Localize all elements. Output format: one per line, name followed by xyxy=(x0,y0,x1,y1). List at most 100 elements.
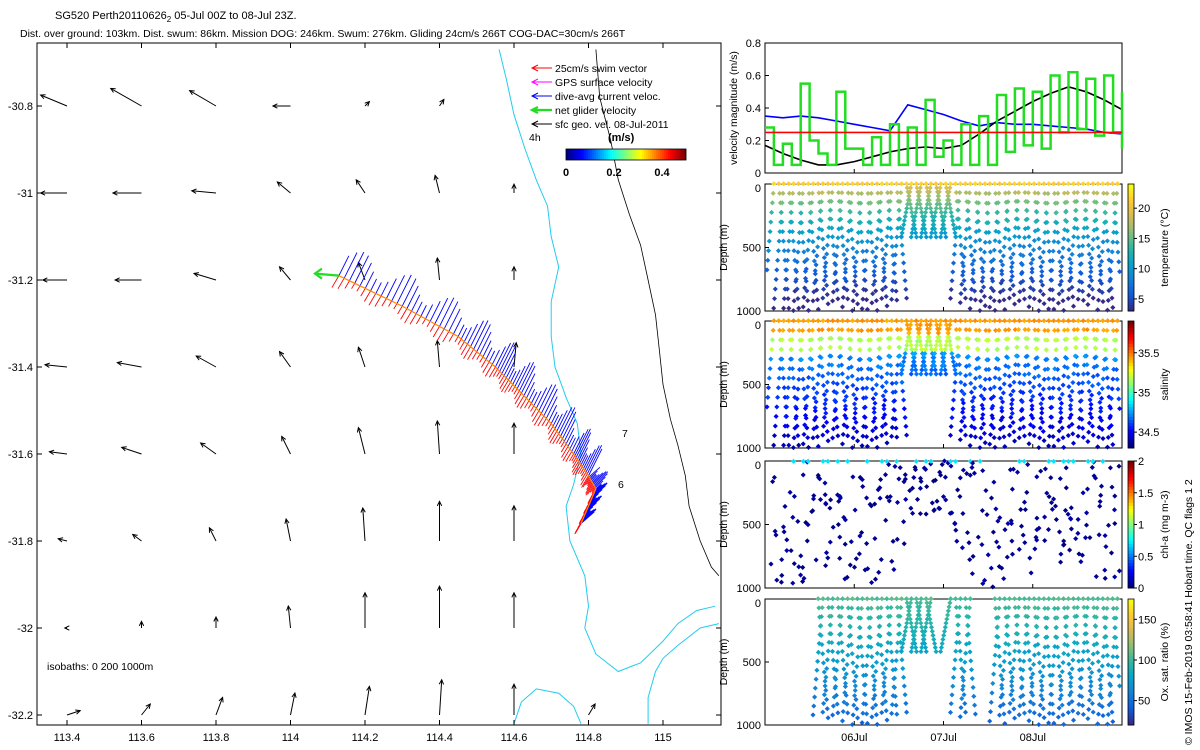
temperature-point xyxy=(955,207,961,213)
dac-vector xyxy=(586,444,603,475)
temperature-point xyxy=(830,289,836,295)
temperature-point xyxy=(769,200,775,206)
temperature-point xyxy=(795,296,801,302)
chla-section: 0 500 1000 Depth (m) 0 0.5 1 1.5 2 chl-a (mg m-3) xyxy=(718,456,1171,595)
oxygen-colorbar-segment xyxy=(1128,599,1134,603)
colorbar-segment xyxy=(676,149,679,160)
geo-vector xyxy=(513,341,519,368)
temperature-point xyxy=(840,294,846,300)
temperature-point xyxy=(1001,297,1007,303)
temperature-point xyxy=(966,190,973,196)
temperature-point xyxy=(851,288,857,294)
temperature-point xyxy=(913,230,919,236)
temperature-point xyxy=(886,207,892,213)
geo-vector-shaft xyxy=(189,90,217,107)
colorbar-segment xyxy=(646,149,649,160)
dac-vector xyxy=(514,365,526,387)
temperature-point xyxy=(773,276,779,282)
temperature-point xyxy=(839,234,845,240)
map-ytick-label: -31.6 xyxy=(8,449,33,461)
swim-vector xyxy=(560,441,565,448)
temperature-point xyxy=(783,276,789,282)
temperature-point xyxy=(928,181,934,187)
temperature-point xyxy=(825,301,831,307)
chla-colorbar-segment xyxy=(1128,559,1134,564)
temperature-point xyxy=(963,190,969,196)
colorbar-segment xyxy=(594,149,597,160)
geo-vector xyxy=(111,190,142,196)
temperature-point xyxy=(811,248,817,254)
salinity-colorbar-segment xyxy=(1128,333,1134,338)
colorbar-segment xyxy=(678,149,681,160)
salinity-colorbar-segment xyxy=(1128,378,1134,382)
temperature-colorbar-segment xyxy=(1128,209,1134,214)
temperature-point xyxy=(862,267,868,273)
colorbar-segment xyxy=(606,149,609,160)
temperature-point xyxy=(908,185,914,191)
swim-vector xyxy=(368,293,377,306)
chla-colorbar-segment xyxy=(1128,572,1134,576)
salinity-point xyxy=(766,375,772,381)
dac-vector xyxy=(443,301,459,330)
geo-vector-shaft xyxy=(58,538,68,542)
temperature-point xyxy=(954,216,960,222)
velocity-panel: 0 0.2 0.4 0.6 0.8 velocity magnitude (m/s) xyxy=(728,38,1124,180)
oxygen-colorbar-segment xyxy=(1128,665,1134,669)
dac-vector xyxy=(550,411,558,424)
temperature-point xyxy=(871,272,877,278)
temperature-point xyxy=(947,295,954,301)
temperature-point xyxy=(876,217,882,223)
map-xtick-label: 114.2 xyxy=(352,732,379,744)
geo-vector-head xyxy=(41,277,48,283)
dac-vector xyxy=(457,324,465,337)
geo-vector xyxy=(362,591,368,628)
temperature-point xyxy=(959,251,965,257)
dac-vector xyxy=(579,447,588,464)
temperature-point xyxy=(827,216,833,222)
oxygen-ytick-label: 1000 xyxy=(737,720,761,732)
temperature-point xyxy=(884,181,890,187)
geo-vector-head xyxy=(145,703,152,710)
geo-vector-head xyxy=(120,446,127,452)
oxygen-colorbar-segment xyxy=(1128,715,1134,720)
temperature-point xyxy=(907,189,913,195)
temperature-point xyxy=(914,205,920,211)
swim-vector xyxy=(587,484,594,495)
geo-vector-head xyxy=(366,685,372,692)
colorbar-segment xyxy=(650,149,653,160)
salinity-point xyxy=(786,327,792,333)
temperature-point xyxy=(816,226,822,232)
temperature-point xyxy=(1003,226,1009,232)
temperature-point xyxy=(995,200,1001,206)
temperature-point xyxy=(868,200,874,206)
salinity-point xyxy=(787,366,793,372)
swim-vector xyxy=(459,341,465,350)
temperature-point xyxy=(902,213,908,220)
temperature-point xyxy=(875,226,881,233)
temperature-point xyxy=(842,269,848,275)
salinity-colorbar-segment xyxy=(1128,422,1134,427)
oxygen-colorbar-segment xyxy=(1128,662,1134,666)
oxygen-colorbar-segment xyxy=(1128,671,1134,676)
temperature-point xyxy=(956,225,962,231)
temperature-point xyxy=(772,286,778,292)
salinity-colorbar-segment xyxy=(1128,413,1134,417)
salinity-point xyxy=(780,327,786,333)
temperature-point xyxy=(962,295,969,301)
temperature-point xyxy=(810,239,816,245)
geo-vector-shaft xyxy=(200,442,217,455)
temperature-point xyxy=(947,205,953,211)
temperature-point xyxy=(954,225,960,231)
temperature-point xyxy=(903,209,909,215)
dac-vector xyxy=(582,509,595,520)
temperature-point xyxy=(992,238,998,244)
temperature-point xyxy=(879,181,885,187)
swim-vector xyxy=(356,285,361,292)
temperature-point xyxy=(806,237,812,244)
temperature-point xyxy=(824,291,830,298)
temperature-point xyxy=(1007,245,1013,252)
dac-vector xyxy=(583,510,592,519)
dac-vector xyxy=(575,428,591,458)
geo-vector xyxy=(278,350,291,368)
